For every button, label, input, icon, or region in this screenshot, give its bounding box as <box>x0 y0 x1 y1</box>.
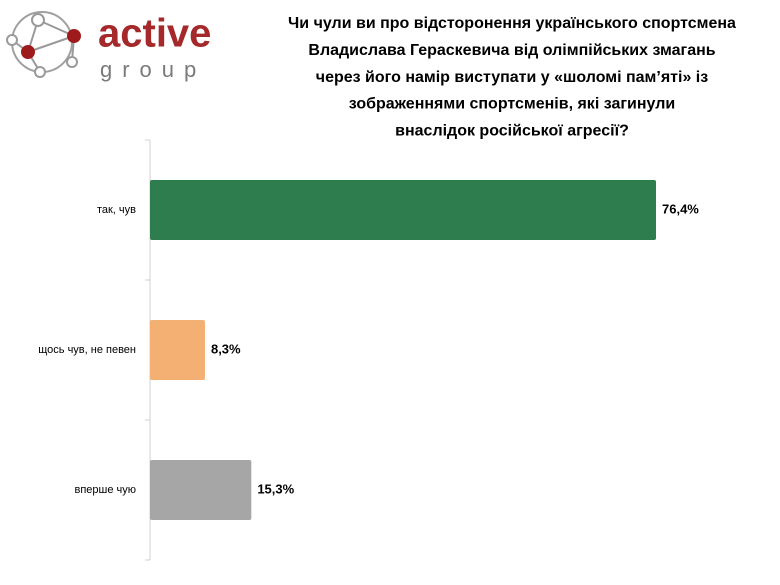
bar <box>150 180 656 240</box>
chart-title: зображеннями спортсменів, які загинули <box>349 96 675 113</box>
logo-name: active <box>98 12 211 56</box>
chart-title: внаслідок російської агресії? <box>395 122 629 139</box>
category-label: так, чув <box>97 204 136 216</box>
bar <box>150 320 205 380</box>
category-label: вперше чую <box>74 484 136 496</box>
value-label: 15,3% <box>257 481 294 496</box>
value-label: 76,4% <box>662 201 699 216</box>
value-label: 8,3% <box>211 341 241 356</box>
chart-title: Владислава Гераскевича від олімпійських … <box>308 42 715 59</box>
chart-title: Чи чули ви про відсторонення українськог… <box>288 15 736 32</box>
logo-tagline: group <box>100 57 206 82</box>
logo-icon <box>6 11 81 78</box>
chart-title: через його намір виступати у «шоломі пам… <box>316 69 708 86</box>
category-label: щось чув, не певен <box>38 344 136 356</box>
axis-ticks <box>145 139 150 561</box>
bar <box>150 460 252 520</box>
